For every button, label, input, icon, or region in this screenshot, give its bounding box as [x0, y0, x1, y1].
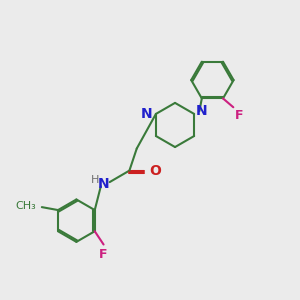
Text: CH₃: CH₃ — [16, 201, 37, 211]
Text: N: N — [196, 104, 207, 118]
Text: F: F — [235, 109, 243, 122]
Text: N: N — [141, 107, 152, 121]
Text: H: H — [91, 175, 99, 185]
Text: N: N — [98, 177, 110, 191]
Text: F: F — [99, 248, 108, 261]
Text: O: O — [149, 164, 161, 178]
